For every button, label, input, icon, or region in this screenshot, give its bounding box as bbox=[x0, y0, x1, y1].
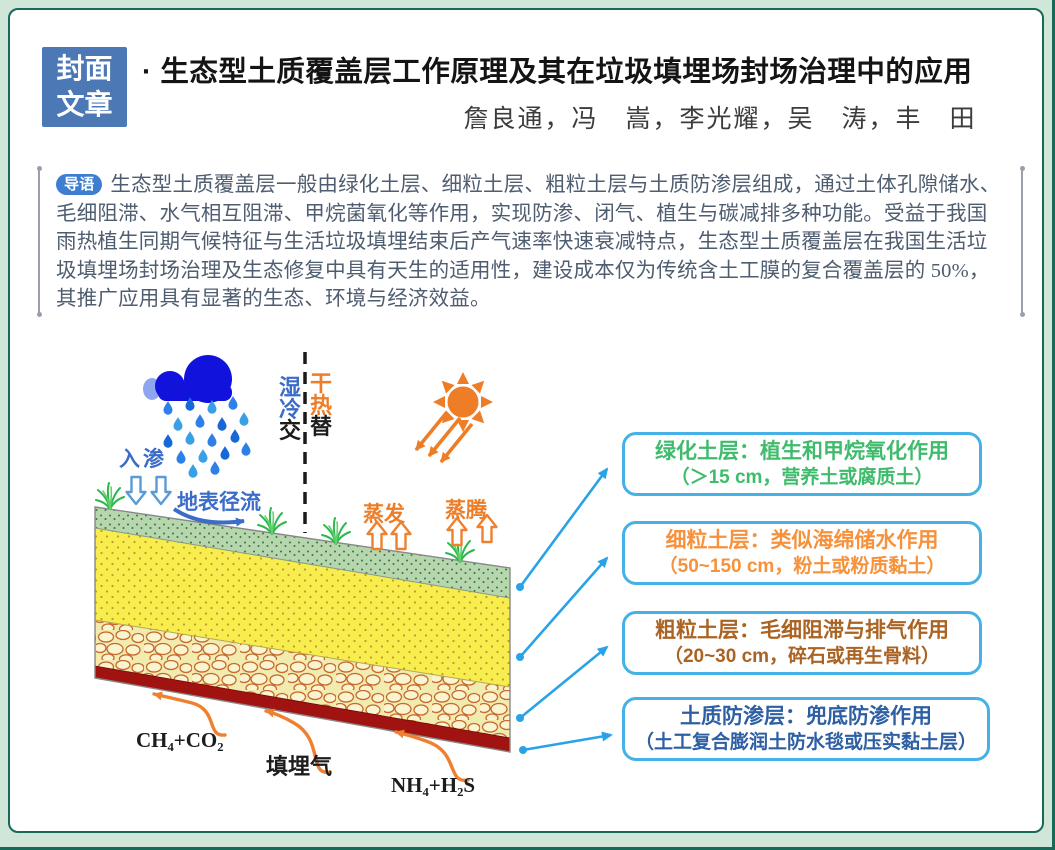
callout-greening-line1: 绿化土层：植生和甲烷氧化作用 bbox=[655, 440, 949, 463]
intro-bracket-left bbox=[36, 166, 42, 317]
callout-barrier-line2: （土工复合膨润土防水毯或压实黏土层） bbox=[634, 732, 977, 753]
evaporation-label: 蒸发 bbox=[363, 503, 405, 526]
authors-line: 詹良通，冯 嵩，李光耀，吴 涛，丰 田 bbox=[463, 106, 977, 133]
landfill-gas-label: 填埋气 bbox=[266, 754, 333, 779]
callout-barrier-layer: 土质防渗层：兜底防渗作用 （土工复合膨润土防水毯或压实黏土层） bbox=[622, 697, 990, 761]
nh4-h2s-label: NH₄+H₂S bbox=[391, 773, 476, 797]
intro-line-3: 雨热植生同期气候特征与生活垃圾填埋结束后产气速率快速衰减特点，生态型土质覆盖层在… bbox=[56, 231, 988, 253]
callout-greening-layer: 绿化土层：植生和甲烷氧化作用 （＞15 cm，营养土或腐质土） bbox=[622, 432, 982, 496]
callout-greening-line2: （＞15 cm，营养土或腐质土） bbox=[670, 467, 934, 488]
callout-coarse-line1: 粗粒土层：毛细阻滞与排气作用 bbox=[655, 619, 949, 642]
article-title: · 生态型土质覆盖层工作原理及其在垃圾填埋场封场治理中的应用 bbox=[142, 56, 973, 88]
callout-coarse-soil-layer: 粗粒土层：毛细阻滞与排气作用 （20~30 cm，碎石或再生骨料） bbox=[622, 611, 982, 675]
cover-badge-line1: 封面 bbox=[56, 53, 113, 84]
methane-co2-label: CH₄+CO₂ bbox=[136, 728, 224, 752]
intro-line-2: 毛细阻滞、水气相互阻滞、甲烷菌氧化等作用，实现防渗、闭气、植生与碳减排多种功能。… bbox=[56, 202, 988, 225]
alternate-char-left: 交 bbox=[278, 418, 301, 443]
outer-border-bottom bbox=[0, 847, 1055, 850]
outer-border-right bbox=[1052, 0, 1055, 850]
callout-fine-line2: （50~150 cm，粉土或粉质黏土） bbox=[658, 556, 946, 577]
cover-badge-line2: 文章 bbox=[56, 89, 113, 120]
intro-line-4: 圾填埋场封场治理及生态修复中具有天生的适用性，建设成本仅为传统含土工膜的复合覆盖… bbox=[56, 259, 990, 282]
alternate-char-right: 替 bbox=[309, 414, 332, 439]
dry-hot-chars: 干热 bbox=[309, 371, 332, 418]
cover-article-badge: 封面 文章 bbox=[42, 47, 127, 127]
intro-line-1-text: 生态型土质覆盖层一般由绿化土层、细粒土层、粗粒土层与土质防渗层组成，通过土体孔隙… bbox=[110, 174, 1001, 196]
intro-paragraph: 导语 生态型土质覆盖层一般由绿化土层、细粒土层、粗粒土层与土质防渗层组成，通过土体… bbox=[56, 171, 1016, 314]
dry-hot-label: 干热替 bbox=[308, 373, 334, 438]
callout-fine-soil-layer: 细粒土层：类似海绵储水作用 （50~150 cm，粉土或粉质黏土） bbox=[622, 521, 982, 585]
wet-cold-chars: 湿冷 bbox=[278, 375, 301, 422]
callout-coarse-line2: （20~30 cm，碎石或再生骨料） bbox=[663, 646, 941, 667]
surface-runoff-label: 地表径流 bbox=[177, 491, 261, 514]
intro-line-5: 其推广应用具有显著的生态、环境与经济效益。 bbox=[56, 288, 491, 310]
transpiration-label: 蒸腾 bbox=[445, 499, 487, 522]
intro-line-1: 导语 生态型土质覆盖层一般由绿化土层、细粒土层、粗粒土层与土质防渗层组成，通过土体… bbox=[56, 171, 1016, 200]
wet-cold-label: 湿冷交 bbox=[277, 377, 303, 442]
callout-fine-line1: 细粒土层：类似海绵储水作用 bbox=[665, 529, 939, 552]
intro-badge: 导语 bbox=[56, 174, 103, 195]
infiltration-label: 入渗 bbox=[119, 448, 167, 471]
intro-bracket-right bbox=[1019, 166, 1025, 317]
callout-barrier-line1: 土质防渗层：兜底防渗作用 bbox=[680, 705, 932, 728]
